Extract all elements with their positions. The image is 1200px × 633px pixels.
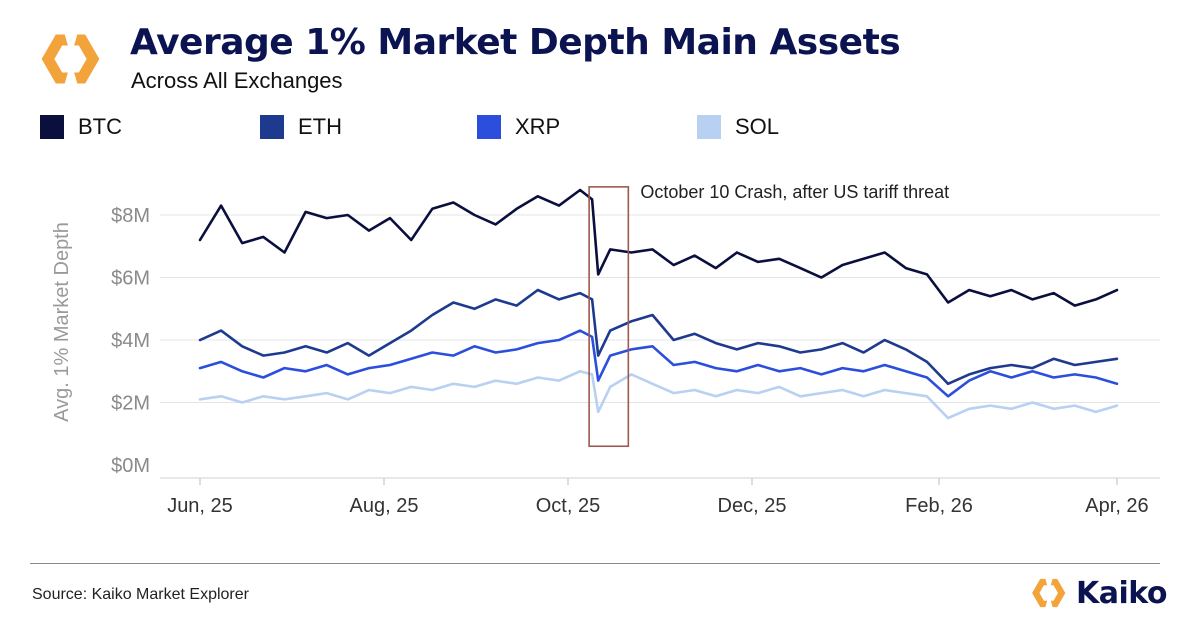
legend-label-btc: BTC	[78, 114, 122, 139]
kaiko-logo-icon	[1032, 577, 1066, 609]
legend-item-xrp: XRP	[477, 114, 560, 140]
annotation-box	[588, 186, 630, 448]
chart-title: Average 1% Market Depth Main Assets	[130, 22, 901, 63]
x-tick-label: Oct, 25	[536, 495, 600, 517]
legend-label-xrp: XRP	[515, 114, 561, 139]
source-note: Source: Kaiko Market Explorer	[32, 586, 249, 603]
y-tick-label: $2M	[111, 393, 150, 415]
x-tick-label: Feb, 26	[905, 495, 973, 517]
x-tick-label: Aug, 25	[350, 495, 419, 517]
y-axis-label: Avg. 1% Market Depth	[51, 222, 73, 422]
legend-swatch-xrp	[477, 115, 501, 139]
annotation-text: October 10 Crash, after US tariff threat	[640, 182, 949, 202]
brand-name: Kaiko	[1076, 575, 1168, 611]
series-line-xrp	[198, 329, 1119, 398]
series-line-sol	[198, 370, 1119, 420]
y-tick-label: $6M	[111, 268, 150, 290]
x-tick-label: Jun, 25	[167, 495, 233, 517]
brand: Kaiko	[1030, 574, 1168, 612]
series-line-eth	[198, 288, 1119, 386]
series-line-btc	[198, 188, 1119, 307]
footer-divider	[30, 563, 1160, 564]
legend-label-sol: SOL	[735, 114, 780, 139]
legend-swatch-sol	[697, 115, 721, 139]
y-tick-label: $4M	[111, 330, 150, 352]
legend-item-btc: BTC	[40, 114, 122, 140]
x-tick-label: Apr, 26	[1085, 495, 1148, 517]
legend-swatch-eth	[260, 115, 284, 139]
legend-item-eth: ETH	[260, 114, 342, 140]
y-tick-label: $0M	[111, 455, 150, 477]
x-tick-label: Dec, 25	[718, 495, 787, 517]
chart-legend: BTC ETH XRP SOL	[40, 114, 1160, 144]
y-tick-label: $8M	[111, 205, 150, 227]
kaiko-logo-icon	[41, 32, 100, 86]
chart-subtitle: Across All Exchanges	[131, 68, 343, 93]
legend-label-eth: ETH	[298, 114, 342, 139]
legend-item-sol: SOL	[697, 114, 779, 140]
legend-swatch-btc	[40, 115, 64, 139]
